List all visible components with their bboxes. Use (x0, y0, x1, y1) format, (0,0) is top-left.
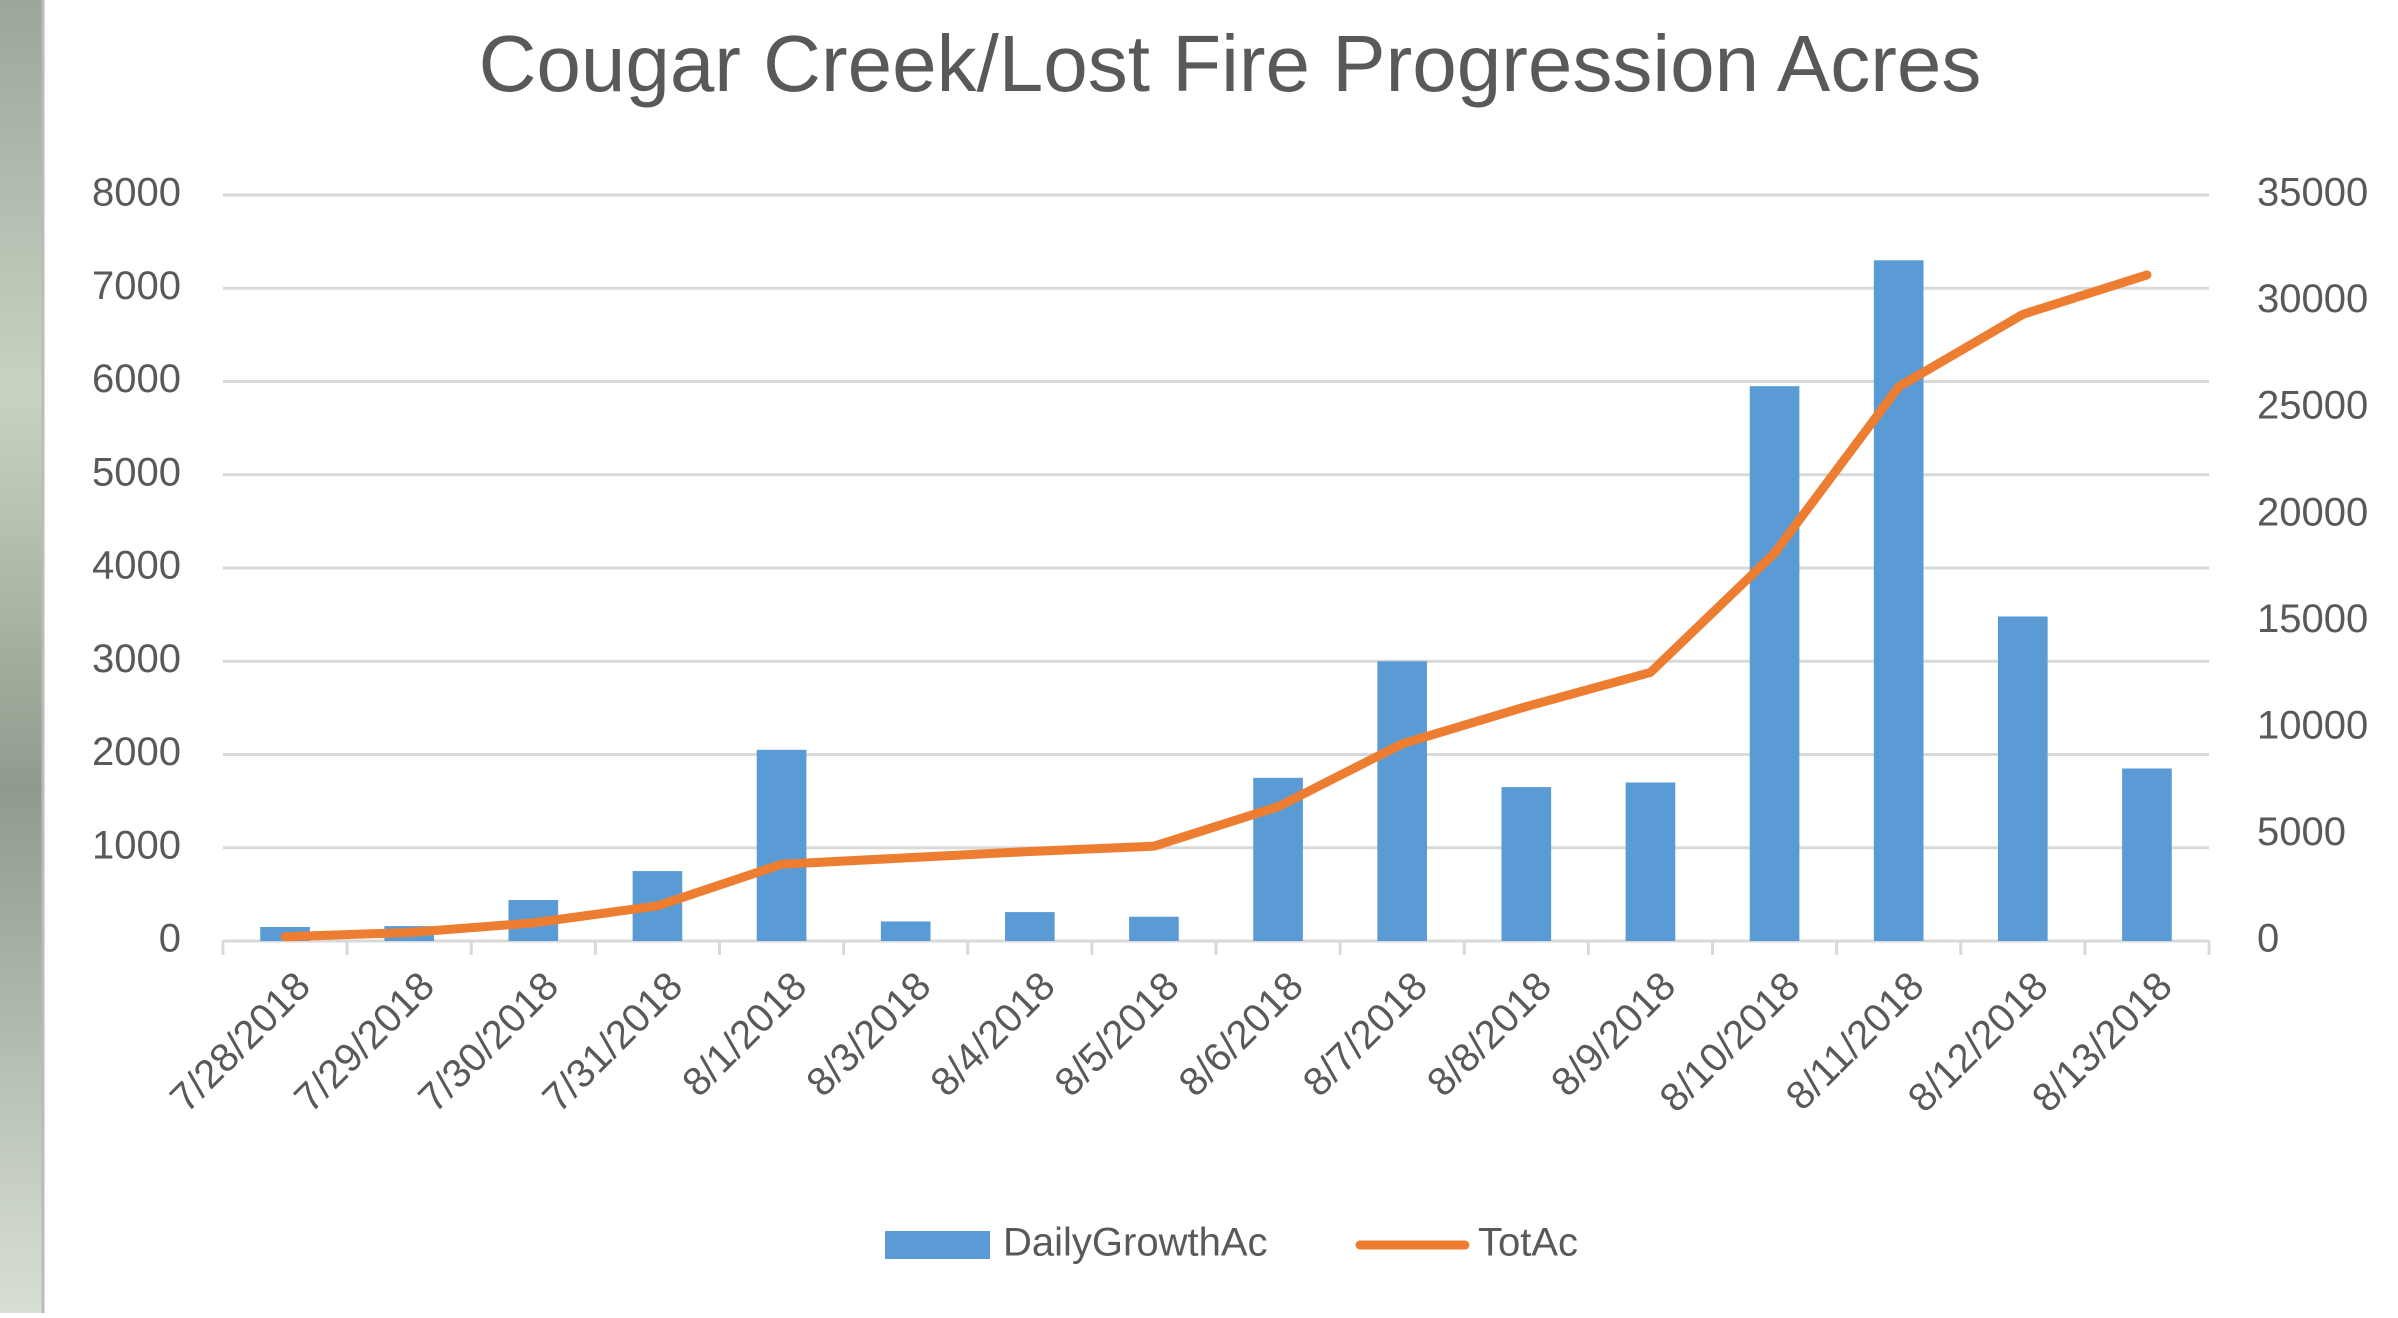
y2-tick-label: 15000 (2257, 597, 2368, 641)
y-tick-label: 2000 (92, 730, 181, 774)
y2-tick-label: 20000 (2257, 490, 2368, 534)
bar (1005, 912, 1055, 941)
x-tick-label: 8/1/2018 (674, 964, 815, 1105)
bar (2122, 768, 2172, 941)
x-tick-label: 8/6/2018 (1171, 964, 1312, 1105)
y2-tick-label: 30000 (2257, 277, 2368, 321)
bar (1750, 386, 1800, 941)
x-tick-label: 8/3/2018 (798, 964, 939, 1105)
bar (1377, 661, 1427, 941)
x-tick-label: 8/8/2018 (1419, 964, 1560, 1105)
y-tick-label: 5000 (92, 450, 181, 494)
x-tick-label: 8/4/2018 (922, 964, 1063, 1105)
line (285, 275, 2147, 937)
y-tick-label: 4000 (92, 544, 181, 588)
x-tick-label: 8/5/2018 (1047, 964, 1188, 1105)
y2-tick-label: 25000 (2257, 384, 2368, 428)
bar (757, 750, 807, 941)
chart-title: Cougar Creek/Lost Fire Progression Acres (479, 19, 1982, 108)
bar (1998, 616, 2048, 941)
bar (1129, 917, 1179, 941)
y2-tick-label: 10000 (2257, 703, 2368, 747)
y2-tick-label: 35000 (2257, 171, 2368, 215)
y-tick-label: 3000 (92, 637, 181, 681)
bar (1874, 260, 1924, 941)
bar (881, 921, 931, 941)
y-tick-label: 6000 (92, 357, 181, 401)
y-tick-label: 8000 (92, 171, 181, 215)
legend-label: DailyGrowthAc (1003, 1221, 1268, 1265)
bar (1501, 787, 1551, 941)
y-tick-label: 0 (159, 917, 181, 961)
legend-label: TotAc (1478, 1221, 1578, 1265)
bar (1626, 782, 1676, 941)
y2-tick-label: 5000 (2257, 810, 2346, 854)
chart: Cougar Creek/Lost Fire Progression Acres… (0, 0, 2398, 1313)
y-tick-label: 1000 (92, 823, 181, 867)
y-tick-label: 7000 (92, 264, 181, 308)
x-tick-label: 8/7/2018 (1295, 964, 1436, 1105)
legend-swatch (885, 1231, 990, 1259)
map-strip (0, 0, 43, 1313)
y2-tick-label: 0 (2257, 917, 2279, 961)
